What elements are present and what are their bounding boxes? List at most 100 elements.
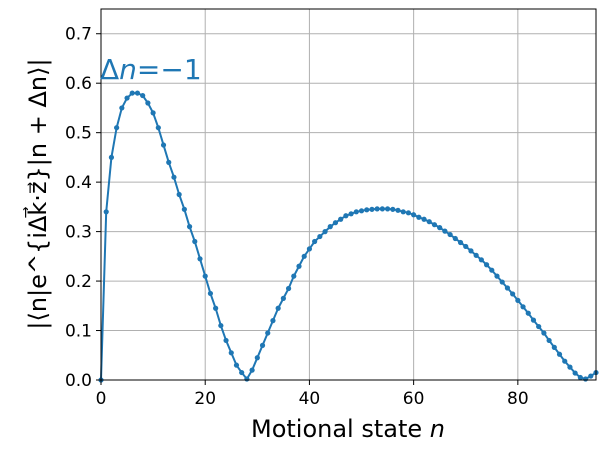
data-point	[431, 222, 438, 228]
data-point	[228, 350, 234, 356]
data-point	[400, 209, 406, 215]
y-tick-label: 0.2	[65, 272, 92, 292]
data-point	[207, 290, 214, 297]
data-point	[124, 95, 130, 101]
data-point	[520, 304, 526, 310]
data-point	[374, 206, 380, 212]
y-tick-label: 0.5	[65, 124, 92, 144]
data-point	[192, 238, 198, 245]
data-point	[510, 291, 516, 297]
series-line	[100, 92, 597, 381]
data-point	[390, 206, 396, 212]
data-point	[416, 214, 422, 220]
data-point	[358, 208, 365, 214]
data-point	[556, 351, 563, 357]
data-point	[150, 110, 156, 116]
data-point	[468, 248, 474, 254]
data-point	[285, 285, 292, 292]
plot-frame	[100, 8, 597, 381]
data-point	[166, 159, 172, 165]
data-point	[338, 216, 344, 222]
data-point	[296, 263, 302, 269]
data-point	[270, 318, 276, 324]
data-point	[499, 279, 505, 285]
data-point	[312, 238, 318, 245]
data-point	[483, 262, 490, 268]
data-point	[437, 225, 443, 231]
data-point	[515, 297, 521, 303]
data-point	[275, 305, 281, 311]
data-point	[525, 310, 531, 316]
data-point	[129, 90, 135, 96]
data-point	[114, 125, 120, 131]
data-point	[442, 228, 448, 234]
data-point	[145, 100, 151, 106]
data-point	[530, 317, 537, 323]
data-point	[348, 211, 354, 217]
y-tick-label: 0.4	[65, 173, 92, 193]
data-point	[405, 210, 412, 216]
data-point	[588, 373, 594, 379]
y-tick-label: 0.3	[65, 223, 92, 243]
data-point	[541, 330, 547, 336]
data-point	[322, 229, 328, 235]
data-point	[489, 267, 495, 273]
data-point	[551, 344, 557, 350]
y-tick-label: 0.0	[65, 371, 92, 391]
y-tick-label: 0.7	[65, 25, 92, 45]
x-tick-label: 40	[299, 389, 321, 409]
data-point	[546, 337, 552, 344]
data-point	[447, 231, 453, 238]
data-point	[421, 216, 427, 222]
data-point	[494, 273, 500, 279]
data-point	[301, 253, 307, 259]
data-point	[582, 376, 589, 382]
data-point	[426, 219, 432, 225]
data-point	[457, 239, 464, 246]
data-point	[463, 243, 469, 250]
data-point	[176, 191, 182, 198]
x-tick-label: 0	[96, 389, 107, 409]
y-axis-label: |⟨n|e^{iΔk⃗·z⃗}|n + Δn⟩|	[23, 58, 52, 329]
data-point	[197, 256, 203, 262]
data-point	[254, 355, 260, 361]
data-point	[249, 367, 255, 373]
data-point	[134, 90, 141, 96]
data-point	[567, 364, 573, 370]
data-point	[218, 322, 224, 329]
data-point	[577, 374, 583, 381]
y-tick-label: 0.1	[65, 322, 92, 342]
data-point	[155, 125, 161, 131]
x-tick-label: 20	[194, 389, 216, 409]
data-point	[395, 207, 401, 213]
x-tick-label: 60	[403, 389, 425, 409]
data-series	[98, 90, 599, 383]
data-point	[223, 337, 229, 344]
data-point	[291, 273, 297, 279]
data-point	[280, 295, 286, 301]
axis-ticks: 0 20 40 60 80 0.0 0.1 0.2 0.3 0.4 0.5 0.6 0.7	[65, 25, 529, 409]
x-tick-label: 80	[507, 389, 529, 409]
data-point	[181, 206, 187, 212]
x-axis-label: Motional state n	[251, 415, 445, 443]
data-point	[233, 362, 240, 368]
data-point	[353, 209, 359, 215]
data-point	[332, 220, 339, 226]
data-point	[213, 305, 219, 311]
data-point	[536, 323, 542, 330]
data-point	[411, 212, 417, 218]
data-point	[265, 330, 271, 336]
data-point	[259, 342, 266, 348]
data-point	[504, 285, 511, 291]
y-tick-label: 0.6	[65, 74, 92, 94]
data-point	[171, 174, 177, 180]
data-point	[306, 246, 313, 252]
data-point	[562, 358, 568, 364]
data-point	[384, 206, 391, 212]
data-point	[119, 105, 125, 111]
data-point	[239, 369, 245, 376]
data-point	[186, 224, 193, 230]
data-point	[103, 209, 109, 215]
data-point	[140, 92, 146, 99]
